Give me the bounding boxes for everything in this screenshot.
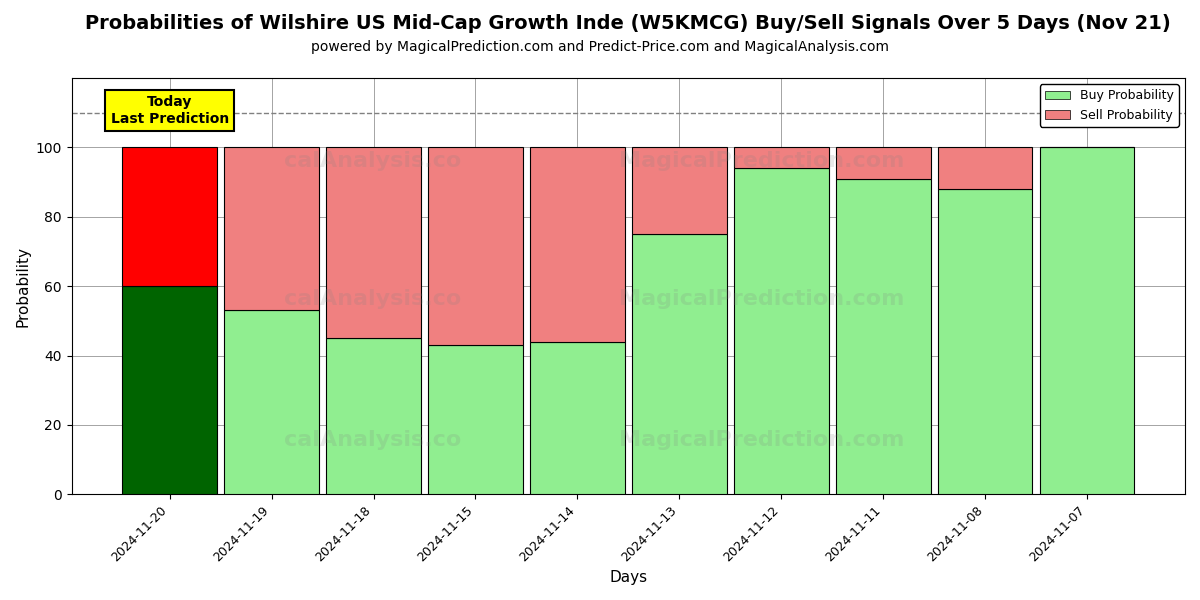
Bar xyxy=(937,189,1032,494)
Bar xyxy=(428,148,523,345)
Bar xyxy=(122,286,217,494)
Bar xyxy=(734,148,829,168)
Text: Today
Last Prediction: Today Last Prediction xyxy=(110,95,229,125)
Bar xyxy=(632,234,727,494)
Text: MagicalPrediction.com: MagicalPrediction.com xyxy=(619,289,905,308)
Bar xyxy=(632,148,727,234)
Bar xyxy=(224,310,319,494)
Text: MagicalPrediction.com: MagicalPrediction.com xyxy=(619,430,905,450)
Bar xyxy=(835,179,930,494)
Text: calAnalysis.co: calAnalysis.co xyxy=(283,430,461,450)
Bar xyxy=(326,338,421,494)
Bar xyxy=(428,345,523,494)
Text: calAnalysis.co: calAnalysis.co xyxy=(283,151,461,171)
Text: calAnalysis.co: calAnalysis.co xyxy=(283,289,461,308)
Bar xyxy=(734,168,829,494)
Bar xyxy=(835,148,930,179)
Bar xyxy=(530,341,625,494)
Bar xyxy=(224,148,319,310)
Bar xyxy=(1039,148,1134,494)
Bar xyxy=(122,148,217,286)
Bar xyxy=(530,148,625,341)
Text: powered by MagicalPrediction.com and Predict-Price.com and MagicalAnalysis.com: powered by MagicalPrediction.com and Pre… xyxy=(311,40,889,54)
Y-axis label: Probability: Probability xyxy=(16,245,30,326)
X-axis label: Days: Days xyxy=(610,570,647,585)
Bar xyxy=(937,148,1032,189)
Title: Probabilities of Wilshire US Mid-Cap Growth Inde (W5KMCG) Buy/Sell Signals Over : Probabilities of Wilshire US Mid-Cap Gro… xyxy=(85,14,1171,34)
Text: MagicalPrediction.com: MagicalPrediction.com xyxy=(619,151,905,171)
Legend: Buy Probability, Sell Probability: Buy Probability, Sell Probability xyxy=(1040,84,1178,127)
Bar xyxy=(326,148,421,338)
